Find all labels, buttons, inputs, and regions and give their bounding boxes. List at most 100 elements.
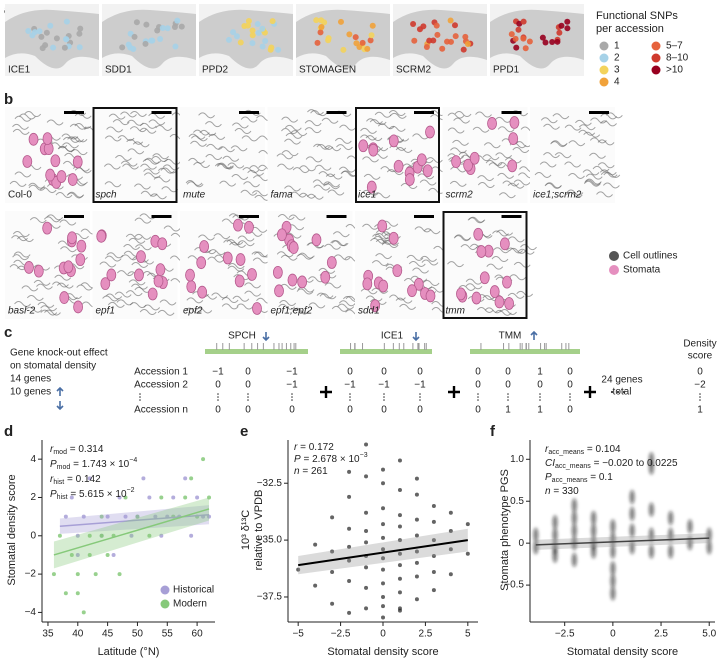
point (117, 572, 122, 577)
cell-outline (507, 292, 525, 299)
cell-outline (277, 163, 294, 170)
point (330, 601, 335, 606)
cell-outline (242, 167, 260, 174)
cell-outline (597, 139, 615, 146)
cell-outline (584, 178, 602, 185)
cell-outline (324, 243, 341, 250)
x-axis-label: Stomatal density score (567, 646, 678, 658)
cell-outline (299, 165, 316, 172)
genotype-label: epf1;epf2 (271, 306, 313, 317)
micrograph-bg (442, 211, 528, 319)
micrograph: epf2 (180, 211, 273, 319)
cell-outline (62, 142, 79, 149)
map-dot (558, 22, 565, 29)
cell-outline (55, 192, 73, 199)
cell-outline (332, 231, 350, 238)
stoma (388, 231, 399, 245)
stoma (326, 256, 337, 269)
micrograph-bg (92, 107, 178, 203)
cell-outline (277, 213, 295, 220)
cell-outline (40, 309, 58, 316)
cell-outline (550, 140, 568, 147)
cell-outline (16, 236, 34, 243)
cell-outline (186, 297, 204, 304)
cell-outline (494, 116, 512, 123)
cell-outline (103, 163, 121, 170)
map-dot (143, 21, 150, 28)
cell-outline (231, 122, 249, 129)
cell-outline (484, 307, 502, 314)
point (87, 476, 92, 481)
legend-label: 5–7 (666, 41, 683, 52)
cell-outline (33, 279, 51, 286)
cell-outline (134, 233, 152, 240)
cell-outline (288, 214, 306, 221)
stoma (147, 287, 158, 301)
stoma (134, 268, 144, 282)
cell-outline (108, 113, 126, 120)
matrix-cell: 0 (567, 367, 573, 378)
stat-symbol: P (50, 459, 57, 470)
point (571, 552, 577, 567)
stoma (404, 173, 415, 186)
stat-line: P = 2.678 × 10−3 (294, 452, 368, 464)
cell-outline (125, 290, 143, 297)
stoma (222, 251, 233, 265)
stat-value: = 261 (300, 466, 329, 477)
map-dot (411, 37, 418, 44)
arrow-up (56, 386, 64, 396)
point (571, 511, 577, 525)
map-dot (164, 25, 171, 32)
scale-bar (414, 215, 434, 218)
map-dot (77, 25, 84, 32)
matrix-cell: 0 (347, 367, 353, 378)
stat-symbol: P (545, 472, 552, 483)
cell-outline (483, 142, 501, 149)
genotype-label: ice1;scrm2 (533, 190, 582, 201)
highlight-frame (92, 107, 178, 203)
cell-outline (132, 141, 150, 148)
cell-outline (128, 279, 146, 286)
point (313, 583, 318, 588)
cell-outline (465, 278, 483, 285)
cell-outline (70, 149, 88, 156)
micrograph: basl-2 (5, 211, 99, 319)
cell-outline (159, 299, 177, 306)
point (381, 506, 385, 511)
ellipsis-dot (139, 393, 141, 395)
score-header: score (688, 351, 713, 362)
matrix-cell: 0 (417, 405, 423, 416)
cell-outline (106, 252, 124, 259)
point (347, 469, 352, 474)
point (687, 519, 693, 534)
y-tick-label: −0.5 (504, 580, 524, 591)
point (195, 495, 200, 500)
cell-outline (28, 182, 46, 189)
stoma (370, 299, 381, 313)
x-tick-label: 55 (162, 629, 174, 640)
map-dot (564, 18, 571, 25)
matrix-cell: 0 (475, 380, 481, 391)
highlight-frame (442, 211, 528, 319)
cell-outline (116, 270, 134, 277)
map-dot (249, 32, 256, 39)
point (63, 514, 68, 519)
cell-outline (325, 173, 343, 180)
points (533, 452, 712, 601)
map-dot (340, 46, 347, 53)
matrix-cell: −1 (414, 380, 426, 391)
cell-outline (509, 247, 526, 254)
cell-outline (60, 246, 77, 253)
point (552, 548, 558, 563)
cell-outline (477, 175, 494, 182)
stat-exponent: −4 (129, 457, 137, 464)
cell-outline (324, 282, 342, 289)
ellipsis-dot (291, 393, 293, 395)
stat-line: r = 0.172 (294, 442, 334, 453)
stoma (378, 279, 389, 293)
point (397, 576, 402, 581)
map-dot (255, 29, 262, 36)
cell-outline (371, 260, 389, 267)
stoma (366, 180, 377, 194)
stoma (463, 158, 473, 172)
